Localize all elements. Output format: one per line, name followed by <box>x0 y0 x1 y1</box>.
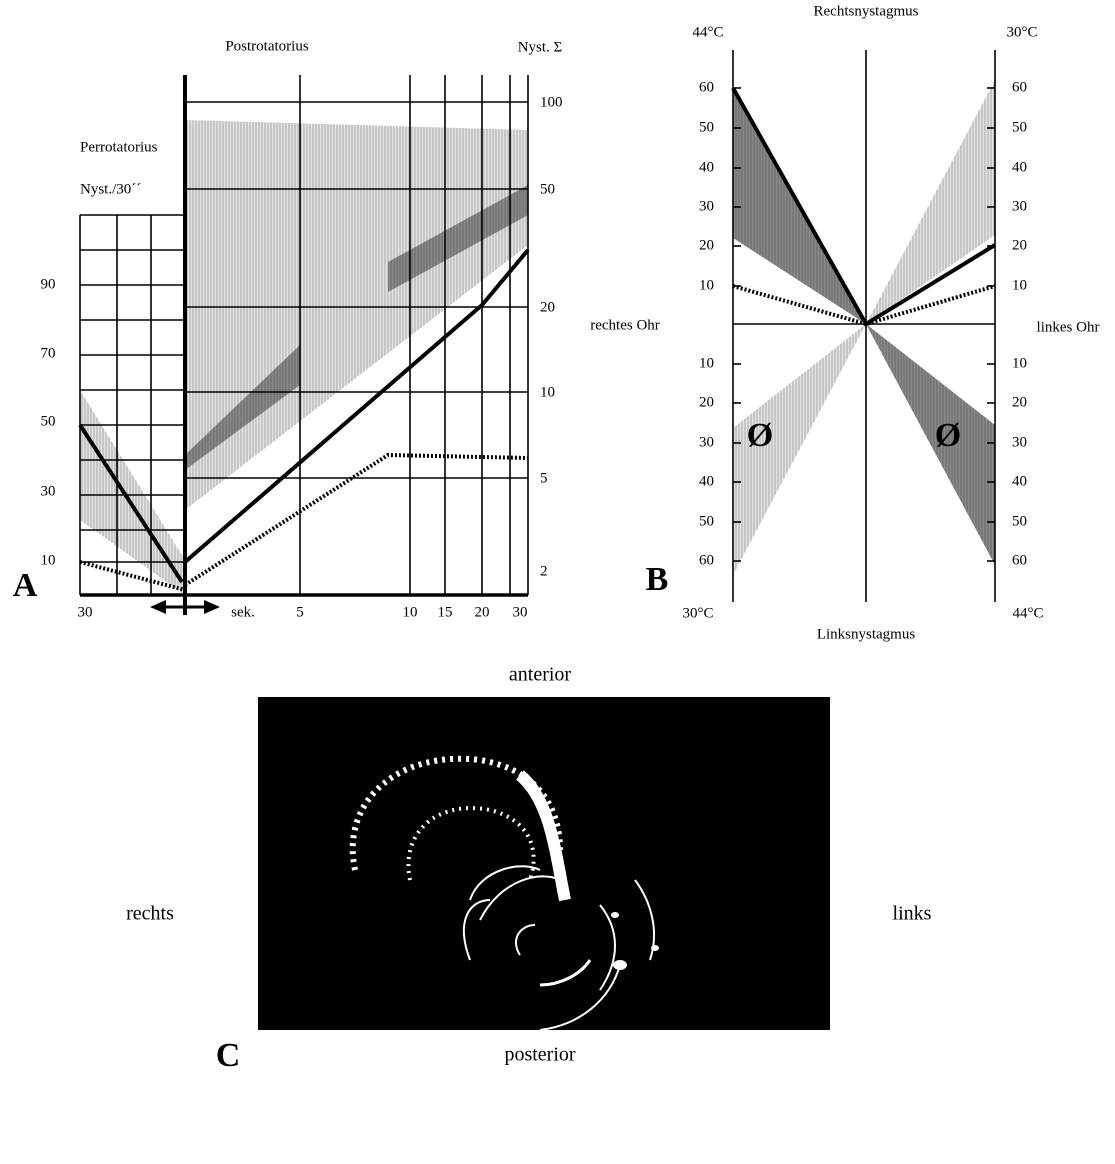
tick-label: 20 <box>1012 394 1027 410</box>
tick-label: 30 <box>699 198 714 214</box>
label: 30°C <box>682 605 713 621</box>
tick-label: 50 <box>1012 513 1027 529</box>
axis-title: Nyst. Σ <box>518 39 563 55</box>
curve <box>731 87 997 327</box>
tick-label: 50 <box>540 181 555 197</box>
title: Linksnystagmus <box>817 626 915 642</box>
image-structures <box>349 755 656 1031</box>
tick-label: 20 <box>540 299 555 315</box>
tick-label: 20 <box>1012 237 1027 253</box>
tick-label: 60 <box>1012 552 1027 568</box>
tick-label: 10 <box>41 552 56 568</box>
tick-label: 30 <box>1012 198 1027 214</box>
tick-label: 20 <box>699 237 714 253</box>
panel-label: A <box>13 567 38 604</box>
label: rechts <box>126 903 174 925</box>
band <box>866 324 995 565</box>
tick-label: 40 <box>1012 159 1027 175</box>
mark: Ø <box>747 417 773 454</box>
band <box>388 185 528 292</box>
panel-a <box>78 75 530 615</box>
arrow-head <box>150 600 166 614</box>
title: Rechtsnystagmus <box>814 3 919 19</box>
tick-label: 10 <box>403 604 418 620</box>
band <box>185 345 300 470</box>
curve <box>183 452 529 587</box>
label: rechtes Ohr <box>590 317 660 333</box>
label: linkes Ohr <box>1037 319 1100 335</box>
band <box>185 120 528 510</box>
tick-label: sek. <box>231 604 255 620</box>
tick-label: 30 <box>699 434 714 450</box>
tick-label: 100 <box>540 94 563 110</box>
tick-label: 30 <box>78 604 93 620</box>
spot <box>613 960 627 970</box>
tick-label: 10 <box>699 355 714 371</box>
arrow-head <box>204 600 220 614</box>
tick-label: 40 <box>1012 473 1027 489</box>
curve <box>78 423 184 584</box>
spot <box>611 912 619 918</box>
tick-label: 40 <box>699 473 714 489</box>
tick-label: 5 <box>540 470 548 486</box>
tick-label: 30 <box>41 483 56 499</box>
tick-label: 30 <box>513 604 528 620</box>
mark: Ø <box>935 417 961 454</box>
axis-title: Nyst./30´´ <box>80 181 141 197</box>
tick-label: 40 <box>699 159 714 175</box>
panel-c <box>258 697 830 1031</box>
tick-label: 30 <box>1012 434 1027 450</box>
tick-label: 50 <box>1012 119 1027 135</box>
tick-label: 10 <box>1012 277 1027 293</box>
tick-label: 20 <box>475 604 490 620</box>
tick-label: 15 <box>438 604 453 620</box>
tick-label: 50 <box>699 513 714 529</box>
label: anterior <box>509 664 572 686</box>
panel-label: C <box>216 1037 241 1074</box>
tick-label: 2 <box>540 563 548 579</box>
label: 44°C <box>1012 605 1043 621</box>
grid <box>79 75 529 595</box>
band <box>866 80 995 324</box>
image <box>258 697 830 1030</box>
tick-label: 10 <box>540 384 555 400</box>
tick-label: 20 <box>699 394 714 410</box>
label: 30°C <box>1006 24 1037 40</box>
title: Perrotatorius <box>80 139 158 155</box>
tick-label: 10 <box>1012 355 1027 371</box>
tick-label: 90 <box>41 276 56 292</box>
title: Postrotatorius <box>225 38 308 54</box>
curve <box>183 248 530 564</box>
tick-label: 50 <box>41 413 56 429</box>
tick-label: 50 <box>699 119 714 135</box>
tick-label: 10 <box>699 277 714 293</box>
band <box>733 324 866 575</box>
spot <box>651 945 659 951</box>
panel-label: B <box>646 561 669 598</box>
label: links <box>893 903 932 925</box>
panel-b <box>731 50 997 602</box>
tick-label: 60 <box>1012 79 1027 95</box>
tick-label: 60 <box>699 79 714 95</box>
tick-label: 70 <box>41 345 56 361</box>
tick-label: 5 <box>296 604 304 620</box>
label: posterior <box>504 1044 575 1066</box>
label: 44°C <box>692 24 723 40</box>
tick-label: 60 <box>699 552 714 568</box>
